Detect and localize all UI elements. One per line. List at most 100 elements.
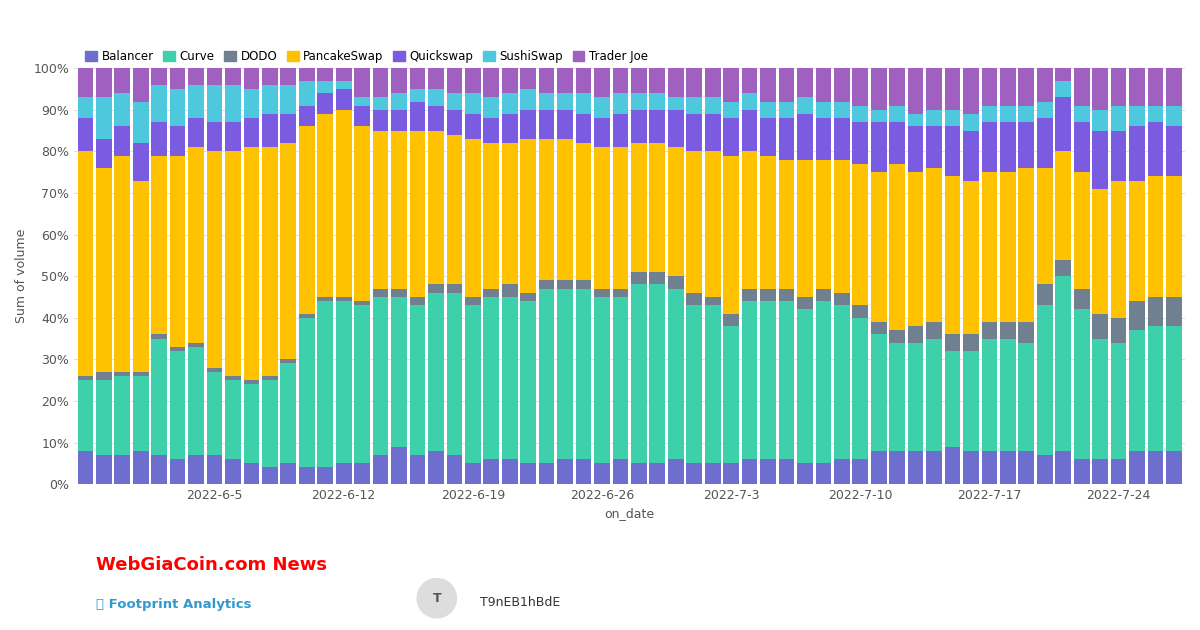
- Bar: [742, 68, 757, 93]
- Bar: [594, 297, 610, 463]
- Bar: [557, 289, 572, 459]
- Bar: [834, 118, 850, 160]
- Bar: [612, 289, 629, 297]
- Bar: [133, 372, 149, 376]
- Bar: [464, 68, 481, 93]
- Bar: [188, 147, 204, 343]
- Bar: [982, 451, 997, 484]
- Bar: [151, 68, 167, 85]
- Bar: [742, 110, 757, 151]
- Bar: [446, 455, 462, 484]
- Bar: [760, 459, 776, 484]
- Bar: [594, 463, 610, 484]
- Bar: [1092, 314, 1108, 338]
- Bar: [889, 122, 905, 164]
- Bar: [133, 101, 149, 143]
- Bar: [373, 130, 389, 289]
- Bar: [1147, 122, 1163, 176]
- Bar: [631, 68, 647, 93]
- Bar: [1129, 106, 1145, 127]
- Bar: [1037, 118, 1052, 168]
- Bar: [1166, 326, 1182, 451]
- Bar: [649, 93, 665, 110]
- Bar: [281, 68, 296, 85]
- Bar: [521, 139, 536, 293]
- Bar: [889, 451, 905, 484]
- Bar: [982, 106, 997, 122]
- Y-axis label: Sum of volume: Sum of volume: [14, 229, 28, 323]
- Bar: [1147, 176, 1163, 297]
- Bar: [169, 127, 186, 156]
- Bar: [1055, 68, 1072, 81]
- Bar: [502, 93, 517, 114]
- Bar: [539, 93, 554, 110]
- Bar: [151, 85, 167, 122]
- Bar: [742, 151, 757, 289]
- Bar: [317, 81, 334, 93]
- Bar: [1092, 338, 1108, 459]
- Bar: [724, 314, 739, 326]
- Bar: [612, 147, 629, 289]
- Bar: [114, 372, 130, 376]
- Bar: [834, 160, 850, 293]
- Bar: [907, 451, 924, 484]
- Bar: [336, 297, 352, 301]
- Bar: [576, 280, 592, 289]
- Bar: [391, 447, 407, 484]
- Bar: [336, 68, 352, 81]
- Bar: [484, 118, 499, 143]
- Bar: [907, 326, 924, 343]
- Bar: [724, 68, 739, 101]
- Bar: [133, 143, 149, 181]
- Bar: [1129, 451, 1145, 484]
- Bar: [724, 156, 739, 314]
- Bar: [262, 147, 277, 376]
- Bar: [668, 110, 684, 147]
- Circle shape: [418, 578, 456, 618]
- Bar: [1129, 330, 1145, 451]
- Bar: [964, 335, 979, 351]
- Bar: [668, 276, 684, 289]
- Bar: [907, 343, 924, 451]
- Bar: [391, 110, 407, 130]
- Bar: [502, 459, 517, 484]
- Bar: [1055, 451, 1072, 484]
- Bar: [78, 151, 94, 376]
- Bar: [133, 451, 149, 484]
- Bar: [797, 114, 812, 160]
- Bar: [1147, 106, 1163, 122]
- Bar: [1055, 81, 1072, 98]
- Bar: [1037, 455, 1052, 484]
- Bar: [169, 156, 186, 347]
- Bar: [852, 122, 868, 164]
- Bar: [226, 459, 241, 484]
- Bar: [336, 110, 352, 297]
- Bar: [539, 289, 554, 463]
- Bar: [464, 463, 481, 484]
- Bar: [409, 101, 425, 130]
- Bar: [797, 98, 812, 114]
- Bar: [464, 297, 481, 306]
- Bar: [724, 463, 739, 484]
- Bar: [336, 81, 352, 89]
- Bar: [1111, 130, 1127, 181]
- Bar: [96, 380, 112, 455]
- Bar: [926, 168, 942, 322]
- Bar: [1074, 68, 1090, 106]
- Bar: [96, 455, 112, 484]
- Bar: [612, 297, 629, 459]
- Bar: [133, 181, 149, 372]
- Bar: [816, 118, 832, 160]
- Bar: [226, 85, 241, 122]
- Bar: [114, 376, 130, 455]
- Bar: [649, 285, 665, 463]
- Bar: [760, 101, 776, 118]
- Bar: [926, 322, 942, 338]
- Bar: [336, 301, 352, 463]
- Bar: [464, 114, 481, 139]
- Bar: [686, 463, 702, 484]
- Bar: [317, 68, 334, 81]
- Bar: [594, 289, 610, 297]
- Bar: [686, 98, 702, 114]
- Bar: [612, 114, 629, 147]
